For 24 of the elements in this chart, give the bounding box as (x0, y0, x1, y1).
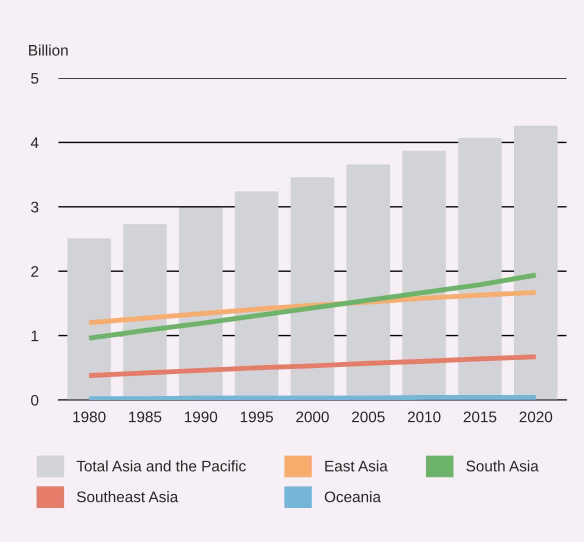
y-tick-label: 5 (31, 73, 38, 84)
y-tick-label: 0 (31, 394, 38, 406)
legend-label: Southeast Asia (77, 491, 178, 502)
bar (514, 126, 558, 400)
x-tick-label: 2020 (520, 412, 552, 422)
y-axis-title: Billion (29, 44, 68, 56)
x-tick-label: 1990 (184, 412, 218, 422)
bar (67, 238, 111, 400)
x-tick-label: 2000 (296, 412, 329, 422)
y-tick-label: 2 (31, 266, 38, 277)
x-tick-label: 2010 (408, 412, 441, 422)
x-tick-label: 2015 (464, 412, 496, 422)
legend-label: South Asia (466, 460, 539, 472)
x-tick-label: 1980 (73, 412, 106, 422)
legend-label: East Asia (325, 460, 388, 472)
line-series (86, 272, 538, 341)
y-tick-label: 3 (31, 202, 38, 213)
legend-label: Total Asia and the Pacific (76, 460, 246, 472)
x-tick-label: 2005 (352, 412, 385, 422)
x-tick-label: 1985 (129, 412, 162, 422)
legend-label: Oceania (324, 491, 381, 502)
y-tick-label: 1 (32, 330, 38, 342)
y-tick-label: 4 (30, 137, 39, 148)
x-tick-label: 1995 (240, 412, 273, 422)
